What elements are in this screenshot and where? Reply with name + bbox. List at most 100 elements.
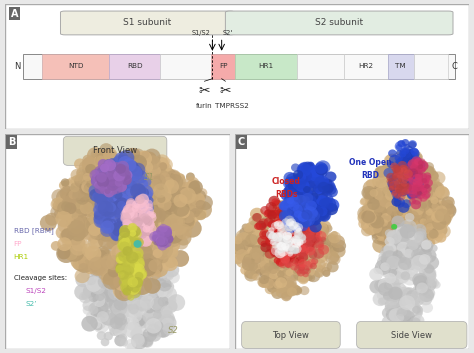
- Circle shape: [127, 242, 136, 251]
- Circle shape: [158, 162, 167, 171]
- Circle shape: [392, 216, 405, 228]
- Circle shape: [284, 192, 292, 199]
- Circle shape: [132, 207, 147, 221]
- Circle shape: [299, 252, 309, 262]
- Circle shape: [87, 178, 96, 187]
- Circle shape: [180, 193, 195, 208]
- Circle shape: [131, 220, 146, 234]
- Circle shape: [445, 204, 456, 215]
- Circle shape: [421, 188, 428, 194]
- Circle shape: [283, 259, 291, 266]
- Circle shape: [306, 239, 315, 247]
- Circle shape: [172, 185, 185, 198]
- Circle shape: [383, 186, 398, 199]
- Circle shape: [392, 173, 400, 180]
- Circle shape: [137, 193, 149, 205]
- Circle shape: [423, 179, 429, 184]
- Circle shape: [95, 175, 103, 182]
- Circle shape: [162, 256, 178, 271]
- Circle shape: [412, 205, 425, 217]
- Circle shape: [125, 268, 132, 275]
- Circle shape: [149, 212, 156, 218]
- Circle shape: [119, 199, 136, 215]
- Circle shape: [132, 267, 146, 280]
- Circle shape: [283, 179, 293, 188]
- Circle shape: [400, 151, 406, 157]
- Circle shape: [132, 287, 149, 304]
- Circle shape: [431, 196, 439, 204]
- Circle shape: [410, 233, 424, 245]
- Circle shape: [280, 277, 287, 283]
- Circle shape: [114, 187, 128, 201]
- Circle shape: [421, 210, 437, 225]
- Circle shape: [361, 186, 376, 200]
- Circle shape: [409, 204, 422, 216]
- Circle shape: [389, 269, 397, 277]
- Circle shape: [397, 209, 409, 219]
- Circle shape: [394, 235, 409, 248]
- Circle shape: [308, 243, 317, 251]
- Circle shape: [175, 182, 187, 193]
- Circle shape: [90, 306, 99, 314]
- Circle shape: [96, 216, 108, 228]
- Circle shape: [97, 311, 109, 322]
- Circle shape: [317, 207, 328, 216]
- Circle shape: [419, 195, 430, 205]
- Circle shape: [264, 263, 273, 271]
- Circle shape: [289, 251, 301, 263]
- Circle shape: [157, 231, 164, 239]
- Circle shape: [134, 238, 144, 247]
- Circle shape: [376, 216, 383, 223]
- Circle shape: [287, 265, 304, 281]
- Circle shape: [421, 264, 435, 276]
- Circle shape: [371, 217, 385, 229]
- Circle shape: [308, 240, 322, 253]
- Circle shape: [135, 197, 142, 203]
- Circle shape: [107, 169, 116, 179]
- Circle shape: [288, 241, 293, 246]
- Circle shape: [151, 233, 164, 246]
- Circle shape: [145, 203, 155, 213]
- Circle shape: [275, 238, 282, 244]
- Circle shape: [388, 180, 397, 189]
- Circle shape: [365, 207, 381, 221]
- Circle shape: [385, 299, 398, 311]
- Circle shape: [293, 214, 308, 228]
- Circle shape: [274, 258, 286, 269]
- Circle shape: [152, 197, 165, 210]
- Circle shape: [291, 231, 302, 241]
- Circle shape: [397, 184, 404, 190]
- Circle shape: [93, 175, 102, 183]
- Circle shape: [373, 187, 388, 201]
- Circle shape: [149, 250, 161, 262]
- Circle shape: [268, 196, 280, 206]
- Circle shape: [384, 282, 392, 290]
- Circle shape: [373, 207, 382, 215]
- Circle shape: [439, 212, 451, 223]
- Circle shape: [96, 156, 106, 165]
- Circle shape: [154, 203, 168, 217]
- Circle shape: [385, 183, 399, 196]
- Circle shape: [376, 222, 386, 231]
- Circle shape: [99, 209, 110, 221]
- Circle shape: [149, 210, 166, 226]
- Circle shape: [415, 162, 421, 168]
- Circle shape: [77, 179, 93, 194]
- Circle shape: [283, 235, 292, 243]
- Circle shape: [126, 242, 144, 259]
- Circle shape: [283, 242, 298, 255]
- Circle shape: [286, 222, 301, 236]
- Circle shape: [275, 253, 286, 263]
- Circle shape: [133, 193, 149, 208]
- Circle shape: [184, 216, 195, 226]
- Circle shape: [421, 239, 433, 250]
- Circle shape: [74, 269, 90, 283]
- Circle shape: [100, 208, 115, 223]
- Circle shape: [113, 192, 127, 205]
- Circle shape: [305, 185, 314, 194]
- Circle shape: [278, 235, 287, 244]
- Circle shape: [136, 214, 145, 222]
- Circle shape: [62, 234, 79, 250]
- Circle shape: [137, 233, 146, 240]
- Circle shape: [329, 253, 339, 262]
